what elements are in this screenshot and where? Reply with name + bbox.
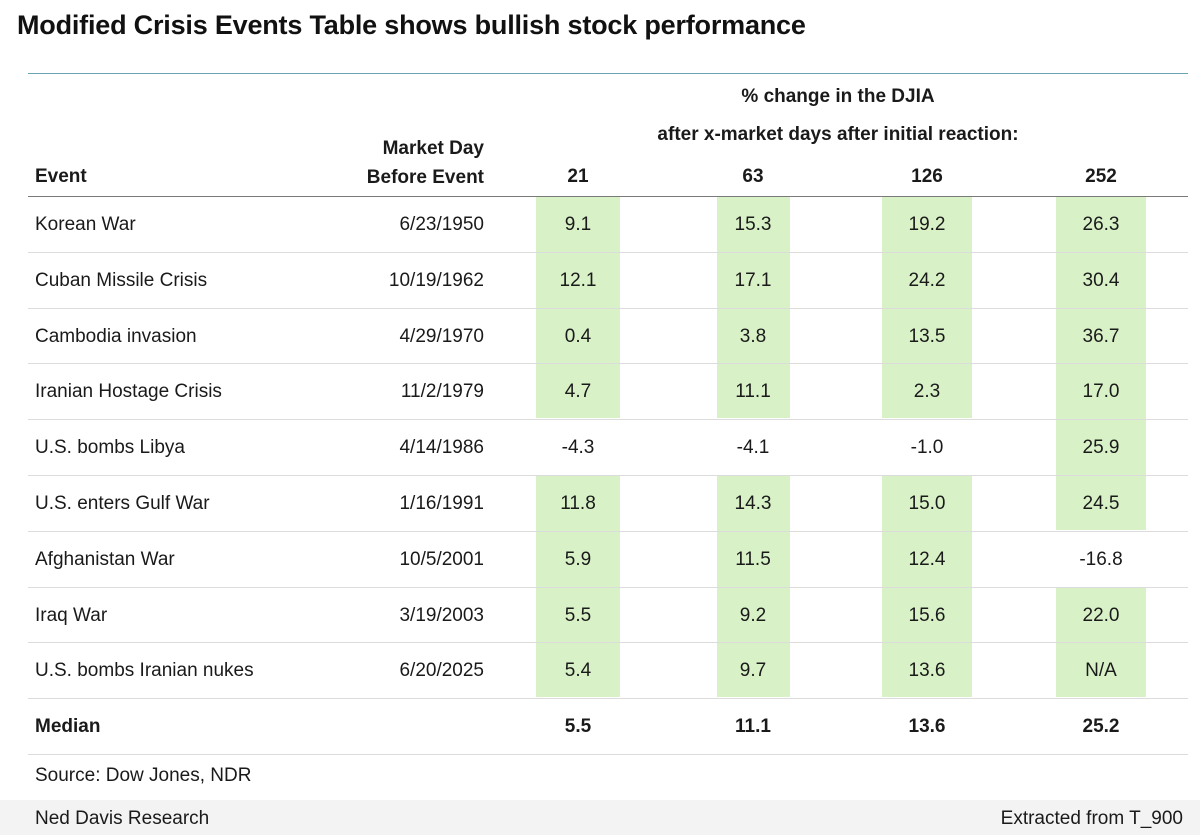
event-column-header: Event — [35, 166, 87, 187]
event-name: U.S. bombs Libya — [35, 437, 185, 459]
row-divider — [28, 307, 1188, 309]
row-divider — [28, 642, 1188, 644]
period-header-252: 252 — [1085, 166, 1117, 187]
pct-change-cell: 0.4 — [564, 325, 592, 347]
pct-change-cell: 22.0 — [1082, 604, 1120, 626]
event-date: 10/5/2001 — [399, 548, 484, 570]
pct-change-cell: 9.1 — [564, 214, 592, 235]
pct-change-cell: 5.9 — [564, 548, 592, 570]
pct-change-cell: 11.8 — [560, 493, 596, 514]
pct-change-cell: 9.2 — [739, 604, 767, 626]
pct-change-cell: 24.5 — [1082, 493, 1120, 514]
pct-change-cell: 19.2 — [908, 214, 946, 235]
header-djia-line: % change in the DJIA — [741, 86, 935, 107]
pct-change-cell: 36.7 — [1082, 325, 1120, 347]
pct-change-cell: 13.5 — [908, 325, 946, 347]
median-value: 13.6 — [908, 716, 946, 738]
pct-change-cell: 11.1 — [735, 381, 771, 403]
pct-change-cell: 14.3 — [734, 493, 772, 514]
period-header-63: 63 — [742, 166, 764, 187]
pct-change-cell: -4.3 — [561, 437, 595, 459]
footer-band — [0, 800, 1200, 835]
pct-change-cell: 2.3 — [913, 381, 941, 403]
event-date: 3/19/2003 — [399, 604, 484, 626]
pct-change-cell: 25.9 — [1082, 437, 1120, 459]
event-date: 11/2/1979 — [400, 381, 484, 403]
event-name: U.S. bombs Iranian nukes — [35, 660, 254, 682]
header-rule — [28, 196, 1188, 197]
pct-change-cell: -1.0 — [910, 437, 944, 459]
pct-change-cell: 4.7 — [564, 381, 592, 403]
event-date: 4/29/1970 — [399, 325, 484, 347]
pct-change-cell: 11.5 — [735, 548, 771, 570]
top-rule — [28, 73, 1188, 74]
row-divider — [28, 698, 1188, 700]
pct-change-cell: 13.6 — [908, 660, 946, 682]
event-date: 4/14/1986 — [399, 437, 484, 459]
median-value: 11.1 — [735, 716, 771, 738]
pct-change-cell: 17.0 — [1082, 381, 1120, 403]
median-divider — [28, 754, 1188, 755]
pct-change-cell: -16.8 — [1079, 548, 1123, 570]
pct-change-cell: N/A — [1085, 660, 1117, 682]
event-name: U.S. enters Gulf War — [35, 493, 210, 514]
median-value: 25.2 — [1082, 716, 1120, 738]
pct-change-cell: 5.5 — [564, 604, 592, 626]
pct-change-cell: -4.1 — [736, 437, 770, 459]
pct-change-cell: 15.6 — [908, 604, 946, 626]
page-title: Modified Crisis Events Table shows bulli… — [17, 10, 806, 40]
row-divider — [28, 251, 1188, 253]
pct-change-cell: 9.7 — [739, 660, 767, 682]
row-divider — [28, 419, 1188, 421]
event-name: Cuban Missile Crisis — [35, 269, 208, 291]
row-divider — [28, 586, 1188, 588]
pct-change-cell: 15.3 — [734, 214, 772, 235]
event-name: Iranian Hostage Crisis — [35, 381, 222, 403]
pct-change-cell: 15.0 — [908, 493, 946, 514]
median-value: 5.5 — [564, 716, 592, 738]
pct-change-cell: 24.2 — [908, 269, 946, 291]
pct-change-cell: 12.1 — [559, 269, 597, 291]
event-date: 10/19/1962 — [388, 269, 484, 291]
footer-publisher: Ned Davis Research — [35, 808, 210, 829]
pct-change-cell: 12.4 — [908, 548, 946, 570]
event-name: Korean War — [35, 214, 136, 235]
row-divider — [28, 363, 1188, 365]
event-date: 1/16/1991 — [399, 493, 484, 514]
source-note: Source: Dow Jones, NDR — [35, 765, 252, 786]
period-header-21: 21 — [567, 166, 589, 187]
pct-change-cell: 30.4 — [1082, 269, 1120, 291]
pct-change-cell: 17.1 — [734, 269, 772, 291]
market-day-label: Market Day — [382, 138, 484, 159]
event-date: 6/20/2025 — [399, 660, 484, 682]
period-header-126: 126 — [911, 166, 943, 187]
row-divider — [28, 475, 1188, 476]
footer-extract-note: Extracted from T_900 — [1000, 808, 1183, 829]
event-name: Afghanistan War — [35, 548, 175, 570]
before-event-label: Before Event — [366, 167, 484, 188]
pct-change-cell: 26.3 — [1082, 214, 1120, 235]
header-days-line: after x-market days after initial reacti… — [657, 124, 1019, 145]
row-divider — [28, 530, 1188, 532]
event-name: Iraq War — [35, 604, 108, 626]
median-label: Median — [35, 716, 101, 738]
pct-change-cell: 5.4 — [564, 660, 592, 682]
event-name: Cambodia invasion — [35, 325, 197, 347]
pct-change-cell: 3.8 — [739, 325, 767, 347]
market-day-header: Market Day Before Event — [367, 134, 484, 192]
event-date: 6/23/1950 — [399, 214, 484, 235]
